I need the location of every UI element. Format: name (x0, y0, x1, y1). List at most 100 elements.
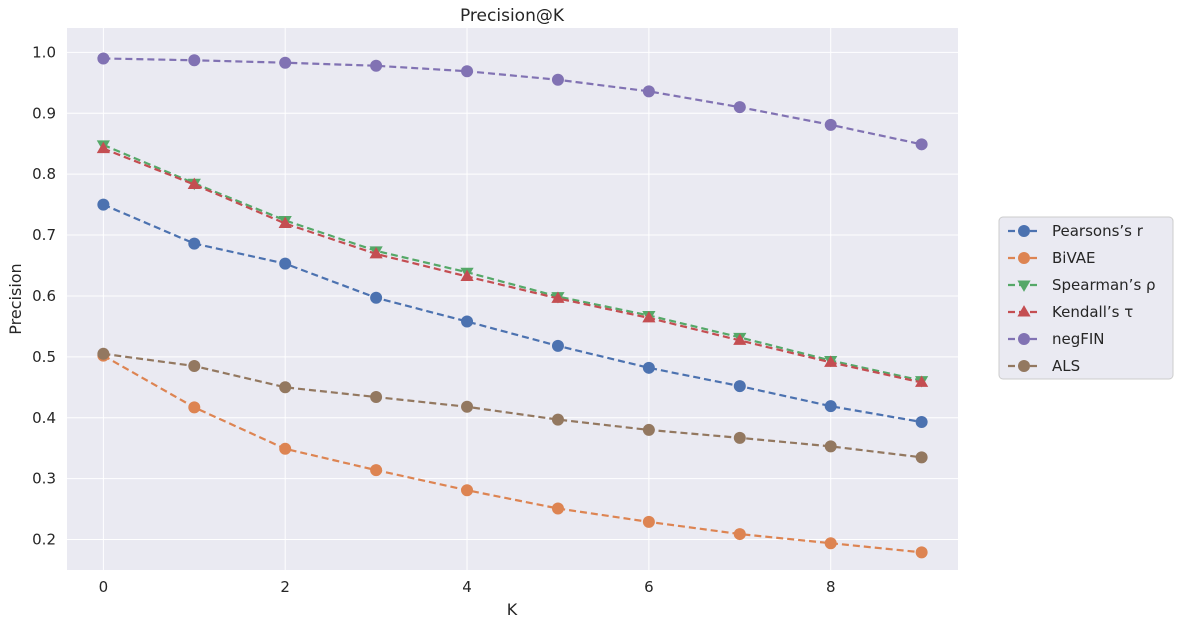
data-point (551, 73, 564, 86)
data-point (642, 85, 655, 98)
series-3 (96, 141, 929, 387)
plot-area (67, 28, 958, 570)
x-tick-label: 4 (462, 578, 472, 596)
series-line (102, 147, 922, 384)
data-point (824, 355, 838, 367)
legend-label: ALS (1052, 357, 1080, 375)
legend-swatch-marker (1017, 280, 1031, 292)
x-tick-label: 6 (644, 578, 654, 596)
x-axis-title: K (507, 600, 518, 619)
y-tick-label: 0.8 (32, 165, 56, 183)
y-axis-title: Precision (6, 263, 25, 334)
data-point (370, 391, 383, 404)
data-point (915, 546, 928, 559)
y-tick-label: 1.0 (32, 43, 56, 61)
data-point (733, 380, 746, 393)
legend-item: Kendall’s τ (1008, 303, 1133, 321)
legend-swatch-marker (1018, 360, 1030, 372)
data-point (733, 528, 746, 541)
legend-label: Pearsons’s r (1052, 222, 1144, 240)
series-group (96, 52, 929, 559)
y-tick-label: 0.9 (32, 104, 56, 122)
data-point (824, 400, 837, 413)
x-tick-label: 0 (99, 578, 109, 596)
y-tick-label: 0.2 (32, 531, 56, 549)
legend: Pearsons’s r BiVAE Spearman’s ρ Kendall’s τ… (998, 216, 1174, 380)
data-point (188, 359, 201, 372)
data-point (370, 291, 383, 304)
data-point (733, 431, 746, 444)
data-point (461, 315, 474, 328)
data-point (642, 361, 655, 374)
ticks: 0.2 0.3 0.4 0.5 0.6 0.7 0.8 0.9 1.0 0 2 4 6 8 (32, 43, 835, 596)
data-point (461, 400, 474, 413)
series-line (102, 203, 922, 424)
data-point (642, 310, 656, 323)
data-point (369, 247, 383, 259)
y-tick-label: 0.5 (32, 348, 56, 366)
data-point (97, 198, 110, 211)
legend-swatch-marker (1018, 225, 1030, 237)
data-point (824, 118, 837, 131)
series-0 (97, 198, 928, 429)
y-tick-label: 0.6 (32, 287, 56, 305)
data-point (188, 401, 201, 414)
y-tick-label: 0.3 (32, 470, 56, 488)
data-point (188, 54, 201, 67)
series-line (103, 57, 922, 146)
series-line (102, 354, 922, 554)
series-line (103, 352, 922, 459)
data-point (279, 381, 292, 394)
legend-swatch-marker (1018, 333, 1030, 345)
data-point (278, 216, 292, 228)
x-tick-label: 2 (280, 578, 290, 596)
data-point (279, 257, 292, 270)
data-point (460, 269, 474, 281)
legend-label: Spearman’s ρ (1052, 276, 1156, 294)
legend-swatch-marker (1017, 305, 1031, 317)
legend-label: Kendall’s τ (1052, 303, 1133, 321)
data-point (279, 442, 292, 455)
legend-box (998, 216, 1174, 380)
data-point (915, 375, 929, 387)
data-point (279, 56, 292, 69)
legend-item: BiVAE (1008, 249, 1096, 267)
series-line (102, 143, 922, 382)
x-tick-label: 8 (826, 578, 836, 596)
legend-label: BiVAE (1052, 249, 1096, 267)
chart-title: Precision@K (460, 6, 565, 26)
data-point (915, 416, 928, 429)
data-point (551, 413, 564, 426)
series-5 (97, 347, 928, 464)
y-tick-label: 0.4 (32, 409, 56, 427)
data-point (97, 347, 110, 360)
legend-item: negFIN (1008, 330, 1105, 348)
data-point (551, 339, 564, 352)
data-point (642, 515, 655, 528)
data-point (642, 423, 655, 436)
legend-label: negFIN (1052, 330, 1105, 348)
legend-item: Spearman’s ρ (1008, 276, 1156, 294)
y-tick-label: 0.7 (32, 226, 56, 244)
data-point (915, 451, 928, 464)
data-point (461, 65, 474, 78)
grid (67, 28, 958, 570)
data-point (824, 440, 837, 453)
data-point (733, 101, 746, 114)
data-point (733, 333, 747, 345)
legend-item: ALS (1008, 357, 1080, 375)
data-point (551, 502, 564, 515)
data-point (915, 138, 928, 151)
data-point (461, 484, 474, 497)
data-point (97, 52, 110, 65)
data-point (370, 464, 383, 477)
data-point (370, 59, 383, 72)
data-point (188, 237, 201, 250)
legend-swatch-marker (1018, 252, 1030, 264)
data-point (96, 141, 110, 154)
data-point (551, 291, 565, 303)
data-point (824, 537, 837, 550)
data-point (187, 177, 201, 190)
series-4 (97, 52, 928, 151)
